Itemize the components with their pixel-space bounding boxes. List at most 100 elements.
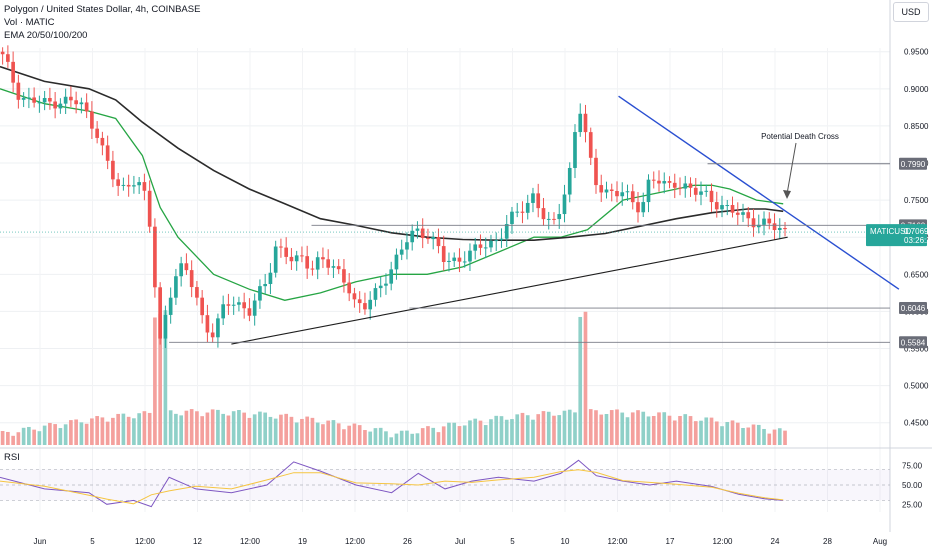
time-tick-label: 17 <box>666 537 675 546</box>
volume-bar <box>552 415 556 445</box>
candle-body <box>363 303 367 310</box>
volume-bar <box>510 419 514 445</box>
candle-body <box>48 97 52 102</box>
candle-body <box>720 205 724 210</box>
rsi-tick-label: 75.00 <box>902 462 923 471</box>
volume-bar <box>394 433 399 445</box>
volume-bar <box>615 409 619 445</box>
price-tick-label: 0.8500 <box>904 122 929 131</box>
candle-body <box>599 185 604 193</box>
time-tick-label: 12:00 <box>607 537 628 546</box>
volume-bar <box>389 437 394 445</box>
candle-body <box>200 297 204 316</box>
candle-body <box>326 259 331 268</box>
candle-body <box>58 103 63 109</box>
volume-bar <box>11 435 15 445</box>
volume-bar <box>468 420 472 445</box>
candle-body <box>352 293 357 300</box>
candle-body <box>315 257 320 270</box>
annotation-arrow <box>786 142 797 195</box>
candle-body <box>174 276 178 298</box>
candle-body <box>53 101 57 109</box>
candle-body <box>399 249 404 255</box>
volume-bar <box>100 417 105 445</box>
volume-bar <box>420 428 425 445</box>
trendline-layer[interactable] <box>0 95 900 345</box>
candle-body <box>583 113 588 133</box>
candle-body <box>604 189 609 193</box>
volume-bar <box>436 432 441 445</box>
candle-body <box>95 128 99 138</box>
death-cross-annotation[interactable]: Potential Death Cross <box>761 132 839 141</box>
candle-body <box>158 287 162 339</box>
candle-body <box>378 285 383 289</box>
candle-body <box>510 211 514 225</box>
volume-bar <box>137 413 141 445</box>
volume-bar <box>237 410 241 445</box>
candle-body <box>63 96 68 104</box>
candle-body <box>594 157 598 186</box>
level-price-label: 0.6046 <box>901 304 926 313</box>
price-tick-label: 0.6500 <box>904 270 929 279</box>
volume-bar <box>562 410 567 445</box>
candle-body <box>725 205 730 207</box>
volume-bar <box>352 423 357 445</box>
candle-body <box>121 184 126 186</box>
volume-bar <box>84 423 89 445</box>
candle-body <box>336 266 341 270</box>
candle-body <box>405 242 409 250</box>
volume-bar <box>347 425 352 445</box>
candle-body <box>242 302 247 309</box>
volume-bar <box>174 413 178 445</box>
candle-body <box>331 266 336 268</box>
volume-bar <box>625 417 630 445</box>
volume-bar <box>42 425 47 445</box>
candle-body <box>310 268 315 270</box>
volume-bar <box>662 412 667 445</box>
price-tick-label: 0.9000 <box>904 85 929 94</box>
candle-body <box>630 191 635 203</box>
chart-title: Polygon / United States Dollar, 4h, COIN… <box>4 4 201 15</box>
candle-body <box>767 218 772 224</box>
time-tick-label: Jul <box>455 537 465 546</box>
price-tick-label: 0.5000 <box>904 382 929 391</box>
volume-bar <box>720 426 724 445</box>
volume-bar <box>636 410 640 445</box>
time-tick-label: 10 <box>561 537 570 546</box>
volume-bar <box>693 421 698 445</box>
currency-button[interactable]: USD <box>893 2 929 22</box>
volume-bar <box>263 412 268 445</box>
volume-bar <box>105 421 110 445</box>
time-tick-label: 28 <box>823 537 832 546</box>
candle-body <box>478 244 483 248</box>
volume-bar <box>53 424 57 445</box>
candle-body <box>289 256 294 262</box>
volume-bar <box>79 422 84 445</box>
volume-bar <box>520 412 525 445</box>
candle-body <box>132 185 136 187</box>
rsi-line <box>0 459 784 508</box>
ascending-trendline[interactable] <box>231 236 788 345</box>
volume-bar <box>735 422 740 445</box>
annotation-layer[interactable]: Potential Death Cross <box>761 132 839 199</box>
volume-bar <box>473 418 478 445</box>
volume-bar <box>525 415 530 445</box>
volume-bar <box>746 427 751 445</box>
volume-bar <box>489 419 493 445</box>
volume-bar <box>667 415 672 445</box>
candle-body <box>69 96 73 101</box>
candle-body <box>688 183 693 188</box>
candle-body <box>546 218 551 220</box>
volume-bar <box>74 419 78 445</box>
candle-body <box>37 102 42 104</box>
volume-bar <box>630 412 635 445</box>
volume-bar <box>6 431 10 445</box>
candle-body <box>431 237 436 240</box>
descending-trendline[interactable] <box>618 95 900 290</box>
volume-bar <box>142 411 147 445</box>
candle-body <box>384 283 388 286</box>
candle-body <box>420 228 425 239</box>
volume-bar <box>195 411 199 445</box>
volume-bar <box>714 421 719 445</box>
